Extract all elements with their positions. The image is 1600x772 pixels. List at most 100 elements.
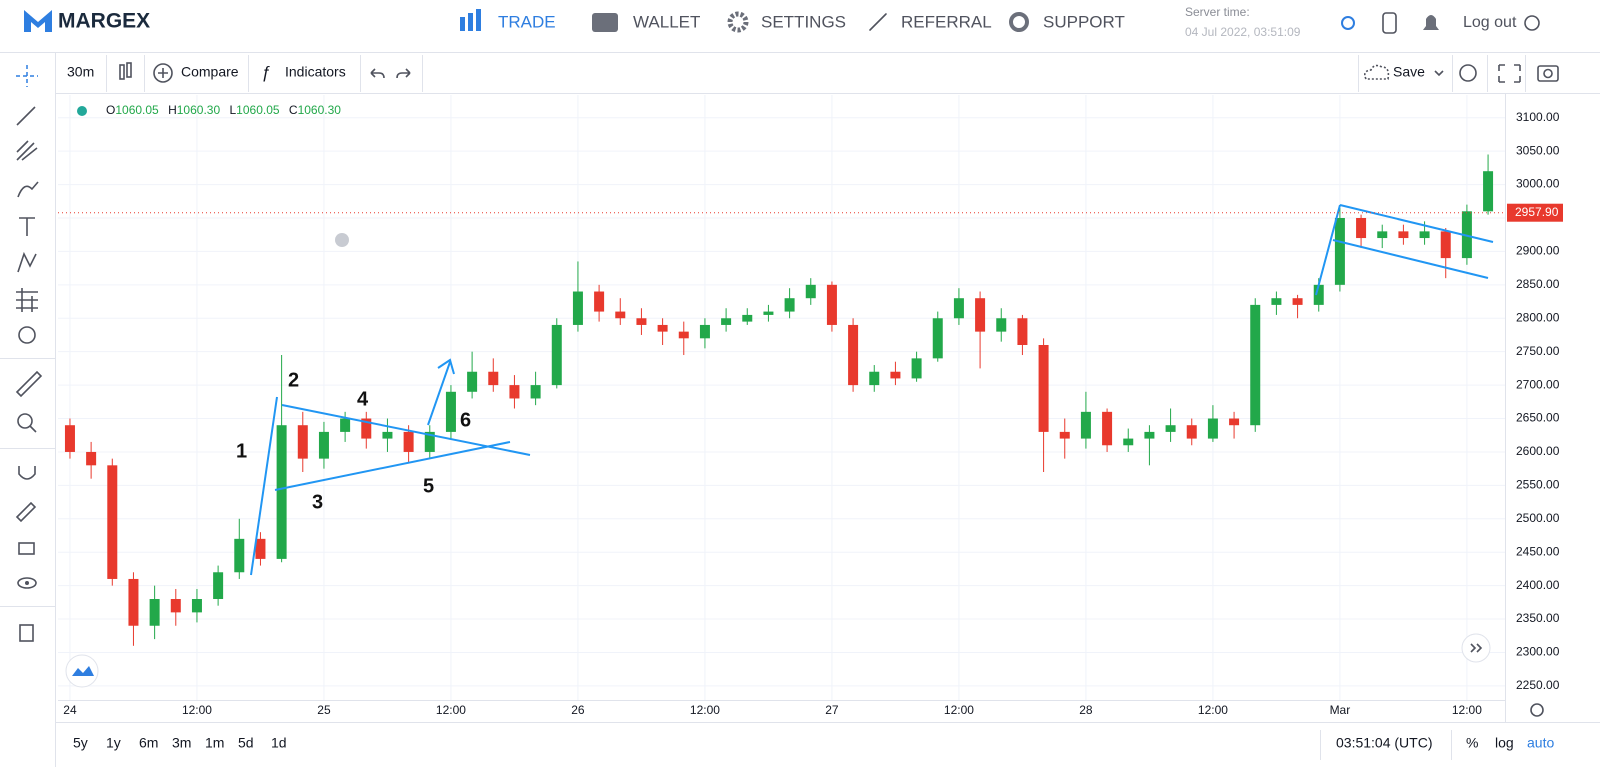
candle-body <box>932 318 943 359</box>
emoji-tool[interactable] <box>18 326 36 344</box>
candle-body <box>1059 431 1070 439</box>
zoom-tool[interactable] <box>17 413 33 429</box>
candle-body <box>911 358 922 379</box>
candle-body <box>234 538 245 573</box>
fullscreen[interactable] <box>1498 64 1521 83</box>
logout[interactable]: Log out <box>1463 14 1517 31</box>
nav-trade[interactable]: TRADE <box>460 9 556 31</box>
legend-value: 1060.30 <box>177 103 221 117</box>
range-button[interactable]: 5d <box>238 735 254 751</box>
candle-body <box>699 324 710 339</box>
candle-body <box>763 311 774 315</box>
x-tick-label: 26 <box>571 703 585 717</box>
theme-icon[interactable] <box>1341 16 1355 30</box>
logo-badge[interactable] <box>65 654 99 688</box>
axis-settings[interactable] <box>1530 703 1544 717</box>
text-tool[interactable] <box>19 217 35 236</box>
camera[interactable] <box>1537 65 1559 82</box>
candle-body <box>784 298 795 312</box>
range-button[interactable]: 1y <box>106 735 121 751</box>
icon <box>468 13 473 31</box>
candle-body <box>742 314 753 322</box>
lock-tool[interactable] <box>18 542 35 555</box>
annotation: 5 <box>423 475 434 497</box>
y-tick-label: 2500.00 <box>1516 511 1560 525</box>
ruler-tool[interactable] <box>15 370 43 398</box>
candle-icon <box>126 62 132 78</box>
measure-tool[interactable] <box>16 288 38 312</box>
nav-label[interactable]: TRADE <box>498 12 556 31</box>
mobile-icon[interactable] <box>1382 12 1397 34</box>
delete-tool[interactable] <box>19 624 34 642</box>
nav-label[interactable]: SETTINGS <box>761 12 846 31</box>
help-icon[interactable] <box>335 233 349 247</box>
candle-body <box>213 572 224 600</box>
range-button[interactable]: 1d <box>271 735 287 751</box>
candle-body <box>1334 217 1345 285</box>
nav-label[interactable]: WALLET <box>633 12 700 31</box>
legend-value: 1060.30 <box>298 103 342 117</box>
lock-draw[interactable] <box>15 501 37 523</box>
candle-icon[interactable] <box>119 64 125 80</box>
candle-body <box>1398 231 1409 239</box>
crosshair-tool[interactable] <box>16 65 38 87</box>
line-tool[interactable] <box>16 106 36 126</box>
server-time-label: Server time: <box>1185 5 1250 19</box>
legend-value: 1060.05 <box>236 103 280 117</box>
y-tick-label: 2750.00 <box>1516 344 1560 358</box>
y-tick-label: 2300.00 <box>1516 645 1560 659</box>
redo[interactable] <box>396 68 411 79</box>
magnet-tool[interactable] <box>18 466 36 480</box>
candle-body <box>149 599 160 626</box>
drawings <box>250 204 1494 576</box>
chevron[interactable] <box>1434 70 1444 77</box>
nav-label[interactable]: REFERRAL <box>901 12 992 31</box>
candle-body <box>826 284 837 325</box>
compare[interactable]: Compare <box>181 64 239 80</box>
y-tick-label: 3100.00 <box>1516 110 1560 124</box>
range-button[interactable]: 5y <box>73 735 88 751</box>
pattern-tool[interactable] <box>17 251 37 273</box>
candle-body <box>467 371 478 392</box>
fx-icon: ƒ <box>261 62 270 81</box>
candle-body <box>1207 418 1218 439</box>
last-price-label: 2957.90 <box>1515 205 1559 219</box>
candle-body <box>636 318 647 325</box>
candle-body <box>255 538 266 559</box>
fib-tool[interactable] <box>16 140 38 161</box>
candle-body <box>1165 425 1176 432</box>
logo-icon <box>24 10 52 32</box>
legend-label: C <box>289 103 298 117</box>
candle-body <box>191 599 202 613</box>
candle-body <box>530 385 541 399</box>
log-toggle[interactable]: log <box>1495 735 1514 751</box>
settings-icon[interactable] <box>1459 64 1477 82</box>
brush-tool[interactable] <box>17 181 39 198</box>
range-button[interactable]: 6m <box>139 735 158 751</box>
eye-tool[interactable] <box>17 577 37 589</box>
x-tick-label: 27 <box>825 703 839 717</box>
save[interactable]: Save <box>1393 64 1425 80</box>
candle-body <box>657 324 668 332</box>
range-button[interactable]: 1m <box>205 735 224 751</box>
percent-toggle[interactable]: % <box>1466 735 1478 751</box>
bell-icon[interactable] <box>1423 15 1439 30</box>
drawn-arrow <box>427 358 455 426</box>
candle-body <box>361 418 372 439</box>
interval[interactable]: 30m <box>67 64 94 80</box>
referral-icon <box>869 13 887 31</box>
auto-toggle[interactable]: auto <box>1527 735 1554 751</box>
range-button[interactable]: 3m <box>172 735 191 751</box>
nav-label[interactable]: SUPPORT <box>1043 12 1125 31</box>
candle-body <box>1186 425 1197 439</box>
candle-body <box>318 431 329 459</box>
y-tick-label: 2600.00 <box>1516 444 1560 458</box>
x-tick-label: 12:00 <box>944 703 974 717</box>
indicators[interactable]: Indicators <box>285 64 346 80</box>
candle-body <box>1313 284 1324 305</box>
candle-body <box>1250 304 1261 426</box>
undo[interactable] <box>370 68 385 79</box>
x-tick-label: 12:00 <box>182 703 212 717</box>
